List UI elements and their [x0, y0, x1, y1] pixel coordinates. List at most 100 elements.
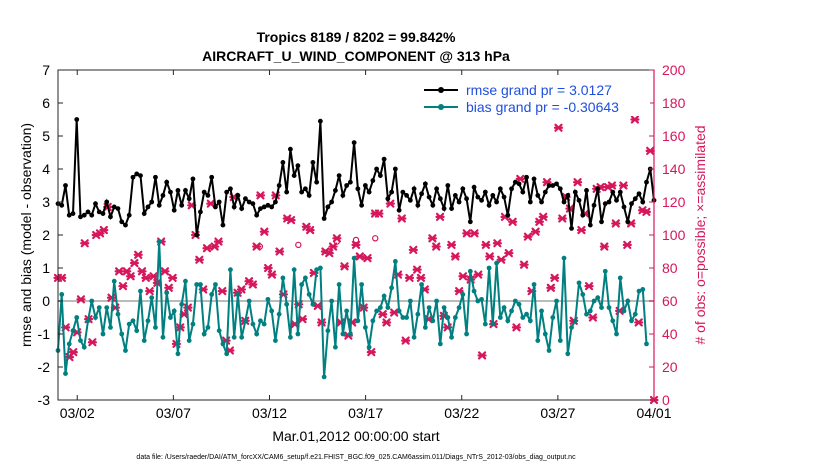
rmse-point: [535, 193, 541, 198]
bias-point: [149, 295, 155, 301]
obs-assimilated-point: [412, 265, 422, 274]
bias-point: [366, 344, 372, 350]
bias-point: [198, 282, 203, 287]
y-axis-right-label: # of obs: o=possible; ×=assimilated: [692, 125, 708, 344]
obs-assimilated-point: [431, 242, 441, 251]
rmse-point: [389, 189, 395, 195]
bias-point: [524, 311, 529, 317]
rmse-point: [539, 199, 544, 205]
bias-point: [59, 292, 65, 297]
bias-point: [100, 331, 106, 337]
obs-assimilated-point: [622, 240, 632, 249]
bias-point: [321, 374, 327, 380]
rmse-point: [115, 206, 121, 212]
bias-point: [186, 338, 192, 343]
bias-point: [258, 318, 263, 324]
obs-assimilated-point: [588, 313, 598, 322]
rmse-point: [516, 181, 522, 187]
bias-point: [362, 325, 368, 330]
rmse-point: [145, 204, 151, 210]
obs-assimilated-point: [118, 282, 128, 291]
rmse-point: [460, 186, 466, 192]
bias-point: [205, 325, 211, 330]
obs-assimilated-point: [645, 146, 655, 155]
obs-assimilated-point: [366, 348, 376, 357]
rmse-point: [404, 193, 410, 198]
rmse-point: [452, 193, 458, 198]
bias-point: [404, 315, 410, 320]
obs-assimilated-point: [416, 273, 426, 282]
obs-assimilated-point: [374, 209, 384, 218]
y2-tick-label: 100: [662, 227, 686, 243]
bias-point: [516, 301, 522, 307]
rmse-point: [441, 206, 447, 212]
rmse-point: [284, 189, 290, 195]
obs-assimilated-point: [546, 283, 556, 292]
bias-point: [104, 305, 110, 310]
bias-point: [201, 331, 207, 337]
obs-assimilated-point: [607, 181, 617, 190]
rmse-point: [542, 189, 548, 195]
bias-point: [599, 305, 604, 310]
bias-point: [317, 265, 323, 271]
bias-point: [400, 315, 406, 320]
bias-point: [494, 260, 499, 266]
rmse-point: [228, 186, 233, 192]
bias-point: [430, 318, 436, 324]
bias-point: [295, 331, 301, 337]
rmse-point: [280, 160, 286, 165]
bias-point: [580, 292, 586, 297]
obs-assimilated-point: [469, 229, 480, 238]
rmse-point: [445, 183, 451, 188]
rmse-point: [216, 199, 222, 205]
rmse-point: [557, 186, 563, 192]
rmse-point: [171, 207, 177, 213]
bias-point: [224, 351, 230, 357]
bias-point: [231, 334, 237, 340]
bias-point: [96, 305, 102, 310]
rmse-point: [100, 211, 106, 216]
bias-point: [63, 371, 68, 376]
obs-assimilated-point: [511, 323, 522, 332]
y-tick-label: 5: [42, 128, 50, 144]
bias-point: [456, 305, 462, 310]
bias-point: [370, 318, 376, 324]
rmse-point: [407, 197, 413, 203]
bias-point: [550, 315, 556, 320]
rmse-point: [351, 140, 357, 146]
rmse-point: [231, 204, 237, 210]
bias-point: [527, 318, 533, 324]
obs-assimilated-point: [630, 115, 640, 124]
rmse-point: [261, 204, 267, 210]
legend-bias-marker: [438, 104, 444, 110]
rmse-point: [288, 146, 293, 152]
bias-point: [74, 315, 80, 320]
rmse-point: [246, 199, 252, 205]
rmse-point: [482, 189, 488, 195]
obs-assimilated-point: [297, 315, 308, 324]
bias-point: [501, 305, 507, 310]
obs-possible-point: [372, 235, 379, 242]
rmse-point: [104, 199, 110, 205]
rmse-point: [201, 189, 207, 195]
obs-assimilated-point: [160, 267, 170, 276]
obs-assimilated-point: [164, 283, 174, 292]
rmse-point: [81, 212, 87, 218]
obs-assimilated-point: [255, 191, 266, 200]
rmse-point: [411, 186, 417, 192]
rmse-point: [505, 212, 511, 218]
y2-tick-label: 0: [662, 392, 670, 408]
bias-point: [644, 341, 649, 347]
bias-point: [299, 282, 305, 287]
obs-assimilated-point: [324, 249, 334, 258]
y2-tick-label: 140: [662, 161, 686, 177]
bias-point: [347, 331, 353, 337]
rmse-point: [317, 118, 323, 124]
obs-assimilated-point: [236, 285, 246, 294]
rmse-point: [370, 178, 376, 183]
obs-assimilated-point: [202, 244, 212, 253]
rmse-point: [340, 193, 346, 198]
obs-assimilated-point: [550, 273, 560, 282]
footer-data-file: data file: /Users/raeder/DAI/ATM_forcXX/…: [136, 454, 576, 461]
obs-assimilated-point: [125, 272, 136, 281]
